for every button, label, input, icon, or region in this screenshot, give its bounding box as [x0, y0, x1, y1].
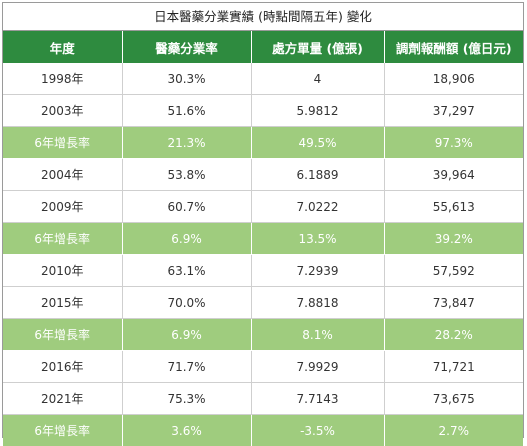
cell-separation-rate: 30.3%	[122, 63, 251, 95]
cell-prescription-volume: 7.9929	[251, 351, 384, 383]
cell-dispensing-fee: 73,847	[384, 287, 523, 319]
header-year: 年度	[3, 31, 122, 63]
data-table-card: 日本醫藥分業實績 (時點間隔五年) 變化 年度 醫藥分業率 處方單量 (億張) …	[2, 2, 524, 438]
cell-separation-rate: 70.0%	[122, 287, 251, 319]
header-separation-rate: 醫藥分業率	[122, 31, 251, 63]
cell-separation-rate: 6.9%	[122, 223, 251, 255]
cell-prescription-volume: 8.1%	[251, 319, 384, 351]
cell-prescription-volume: 49.5%	[251, 127, 384, 159]
cell-dispensing-fee: 57,592	[384, 255, 523, 287]
cell-prescription-volume: 7.0222	[251, 191, 384, 223]
cell-dispensing-fee: 71,721	[384, 351, 523, 383]
cell-dispensing-fee: 73,675	[384, 383, 523, 415]
cell-year: 6年增長率	[3, 127, 122, 159]
cell-year: 2021年	[3, 383, 122, 415]
table-title: 日本醫藥分業實績 (時點間隔五年) 變化	[3, 3, 523, 31]
cell-prescription-volume: -3.5%	[251, 415, 384, 446]
cell-prescription-volume: 7.8818	[251, 287, 384, 319]
cell-year: 6年增長率	[3, 415, 122, 446]
cell-dispensing-fee: 55,613	[384, 191, 523, 223]
cell-separation-rate: 3.6%	[122, 415, 251, 446]
cell-dispensing-fee: 37,297	[384, 95, 523, 127]
cell-separation-rate: 63.1%	[122, 255, 251, 287]
header-row: 年度 醫藥分業率 處方單量 (億張) 調劑報酬額 (億日元)	[3, 31, 523, 63]
cell-dispensing-fee: 39,964	[384, 159, 523, 191]
cell-separation-rate: 21.3%	[122, 127, 251, 159]
cell-dispensing-fee: 2.7%	[384, 415, 523, 446]
cell-year: 1998年	[3, 63, 122, 95]
cell-prescription-volume: 6.1889	[251, 159, 384, 191]
cell-separation-rate: 51.6%	[122, 95, 251, 127]
cell-separation-rate: 71.7%	[122, 351, 251, 383]
cell-year: 6年增長率	[3, 223, 122, 255]
cell-separation-rate: 75.3%	[122, 383, 251, 415]
cell-prescription-volume: 7.2939	[251, 255, 384, 287]
cell-year: 2009年	[3, 191, 122, 223]
cell-year: 2003年	[3, 95, 122, 127]
cell-dispensing-fee: 97.3%	[384, 127, 523, 159]
cell-dispensing-fee: 39.2%	[384, 223, 523, 255]
header-prescription-volume: 處方單量 (億張)	[251, 31, 384, 63]
cell-year: 2016年	[3, 351, 122, 383]
cell-dispensing-fee: 18,906	[384, 63, 523, 95]
cell-prescription-volume: 4	[251, 63, 384, 95]
cell-separation-rate: 60.7%	[122, 191, 251, 223]
cell-year: 2004年	[3, 159, 122, 191]
cell-dispensing-fee: 28.2%	[384, 319, 523, 351]
cell-year: 2010年	[3, 255, 122, 287]
cell-year: 6年增長率	[3, 319, 122, 351]
cell-separation-rate: 53.8%	[122, 159, 251, 191]
cell-prescription-volume: 5.9812	[251, 95, 384, 127]
cell-year: 2015年	[3, 287, 122, 319]
cell-separation-rate: 6.9%	[122, 319, 251, 351]
cell-prescription-volume: 7.7143	[251, 383, 384, 415]
header-dispensing-fee: 調劑報酬額 (億日元)	[384, 31, 523, 63]
cell-prescription-volume: 13.5%	[251, 223, 384, 255]
